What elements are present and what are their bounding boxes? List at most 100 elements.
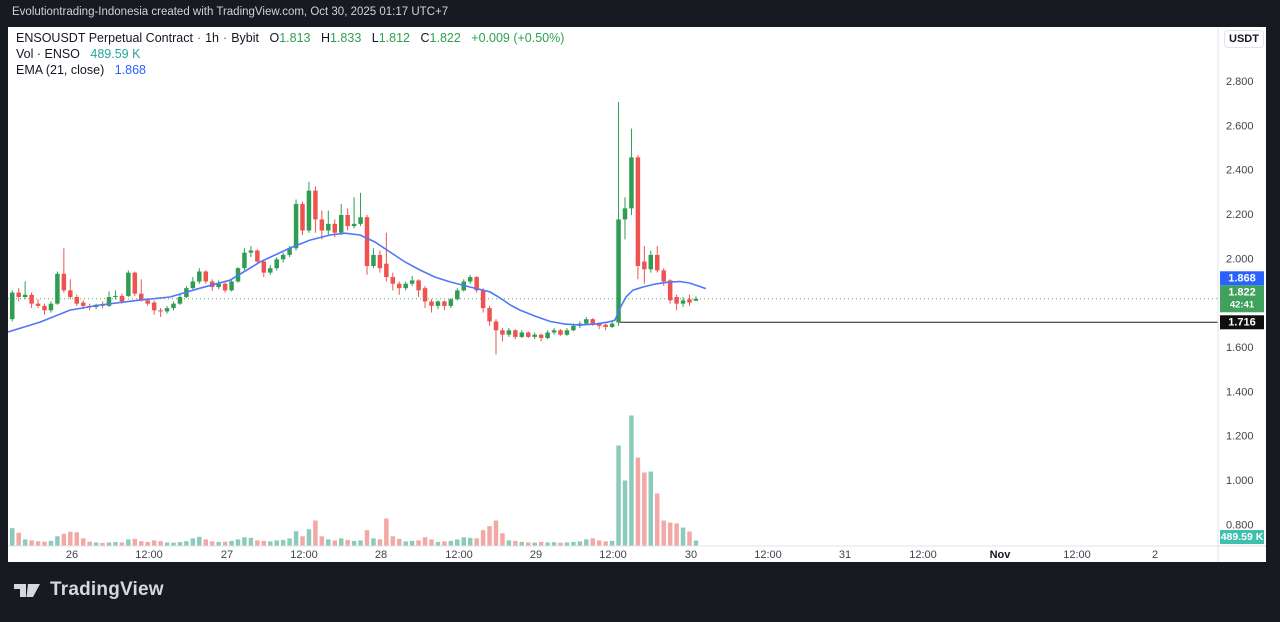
volume-bar [442,541,447,546]
candlestick [313,190,318,220]
candlestick [306,190,312,231]
volume-bar [145,541,150,546]
volume-bar [35,541,41,546]
candlestick [248,250,254,253]
candlestick [35,303,41,306]
volume-bar [197,536,202,546]
legend-separator: · [196,31,202,45]
volume-bar [487,526,492,546]
price-tick-label: 1.000 [1226,475,1254,487]
legend-separator: · [223,31,228,45]
volume-bar [680,527,686,546]
volume-bar [590,538,595,546]
candlestick [487,308,492,322]
candlestick [177,297,183,304]
volume-bar [280,539,286,546]
volume-bar [506,540,512,546]
time-tick-label: 12:00 [754,549,782,561]
low-value: 1.812 [378,31,410,45]
candlestick [126,272,131,296]
volume-bar [358,540,363,546]
candlestick [22,294,28,298]
ema-price-badge [1220,271,1264,286]
volume-bar [158,541,163,546]
line-price-badge-text: 1.716 [1228,316,1256,328]
candlestick [119,295,125,302]
volume-bar [242,537,247,546]
volume-bar [532,542,537,546]
volume-bar [364,530,370,546]
candlestick [655,254,660,271]
candlestick [390,277,396,284]
volume-bar [351,540,357,546]
candlestick [416,280,421,291]
candlestick [532,334,537,337]
candlestick [474,277,479,291]
chart-canvas[interactable]: 2.800 2.600 2.400 2.200 2.000 1.600 1.400 1.200… [8,27,1266,562]
volume-bar [513,540,518,546]
candlestick [216,283,221,288]
volume-bar [526,542,531,546]
price-axis[interactable] [1218,27,1266,546]
time-tick-label: 29 [530,549,542,561]
volume-bar [306,529,312,546]
candlestick [629,157,634,209]
candlestick [132,272,138,294]
candlestick [480,290,486,309]
volume-bar [693,540,699,546]
volume-bar [648,471,654,546]
volume-bar [74,532,79,546]
ema-legend-row[interactable]: EMA (21, close) 1.868 [16,63,564,78]
symbol-legend-row[interactable]: ENSOUSDT Perpetual Contract · 1h · Bybit O1.… [16,31,564,46]
candlestick [68,290,73,298]
high-value: 1.833 [330,31,362,45]
volume-bar [126,539,131,546]
candlestick [409,280,415,284]
currency-unit-button[interactable]: USDT [1224,30,1264,48]
time-tick-label: 31 [839,549,851,561]
exchange-label: Bybit [231,31,259,45]
candlestick [693,298,699,301]
candlestick [287,248,292,255]
volume-bar [80,538,86,546]
last-price-badge [1220,285,1264,313]
volume-bar [55,536,60,546]
time-tick-label: 12:00 [909,549,937,561]
candlestick [332,223,337,233]
candlestick [29,294,34,304]
candlestick [42,305,47,311]
candlestick [10,292,15,320]
ema-price-badge-text: 1.868 [1228,272,1256,284]
volume-bar [687,531,692,546]
candlestick [171,303,176,309]
candlestick [448,299,454,306]
candlestick [158,310,163,312]
time-tick-label: 28 [375,549,387,561]
volume-bar [287,538,292,546]
candlestick [680,300,686,304]
volume-legend-row[interactable]: Vol · ENSO 489.59 K [16,47,564,62]
ema-line [8,232,707,333]
candlestick [300,203,305,231]
candlestick [113,295,118,298]
price-tick-label: 2.600 [1226,120,1254,132]
candlestick [268,268,273,273]
volume-bar [319,536,325,546]
candlestick [571,325,576,331]
candlestick [55,273,60,304]
volume-bar [139,541,144,546]
candlestick [635,157,641,266]
volume-bar [551,542,557,546]
candlestick [551,330,557,333]
high-label: H [320,31,330,45]
volume-bar [455,539,460,546]
candlestick [326,223,331,231]
tradingview-brand-link[interactable]: TradingView [14,579,164,601]
volume-bar [209,541,215,546]
symbol-name: ENSOUSDT Perpetual Contract [16,31,193,45]
time-tick-label: 12:00 [445,549,473,561]
time-axis[interactable] [8,546,1218,562]
volume-value: 489.59 K [90,47,141,61]
volume-bar [293,531,299,546]
